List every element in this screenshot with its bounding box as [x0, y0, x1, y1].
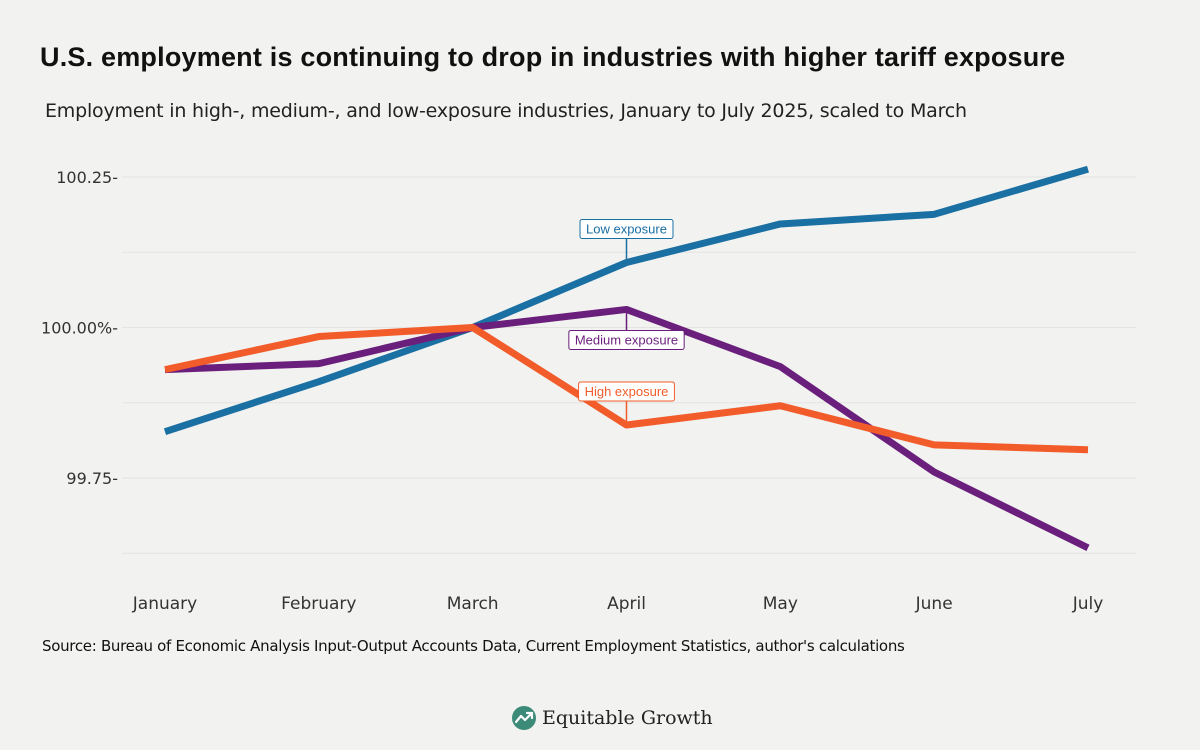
- x-tick-label: June: [915, 594, 953, 614]
- x-axis: January February March April May June July: [132, 594, 1104, 614]
- x-tick-label: May: [763, 594, 798, 614]
- low-exposure-label: Low exposure: [586, 221, 667, 236]
- y-tick-label: 100.00%-: [41, 319, 118, 338]
- y-tick-label: 100.25-: [56, 168, 118, 187]
- y-axis: 99.75- 100.00%- 100.25-: [41, 168, 118, 488]
- x-tick-label: April: [607, 594, 646, 614]
- chart-title: U.S. employment is continuing to drop in…: [40, 42, 1066, 72]
- x-tick-label: February: [281, 594, 356, 614]
- gridlines: [122, 176, 1136, 554]
- medium-exposure-label: Medium exposure: [575, 332, 678, 347]
- brand-name: Equitable Growth: [542, 707, 713, 729]
- x-tick-label: July: [1072, 594, 1104, 614]
- source-note: Source: Bureau of Economic Analysis Inpu…: [42, 637, 905, 655]
- high-exposure-label: High exposure: [585, 384, 669, 399]
- x-tick-label: January: [132, 594, 197, 614]
- low-label-box: [579, 218, 674, 239]
- medium-label-box: [568, 329, 685, 350]
- series-labels: Low exposure Medium exposure High exposure: [568, 218, 685, 426]
- x-tick-label: March: [447, 594, 499, 614]
- brand-logo: Equitable Growth: [512, 706, 713, 730]
- growth-chart-icon: [512, 706, 536, 730]
- chart-subtitle: Employment in high-, medium-, and low-ex…: [45, 100, 967, 122]
- high-label-box: [578, 381, 675, 402]
- y-tick-label: 99.75-: [66, 469, 118, 488]
- line-chart: 99.75- 100.00%- 100.25- January February Mar…: [41, 165, 1136, 614]
